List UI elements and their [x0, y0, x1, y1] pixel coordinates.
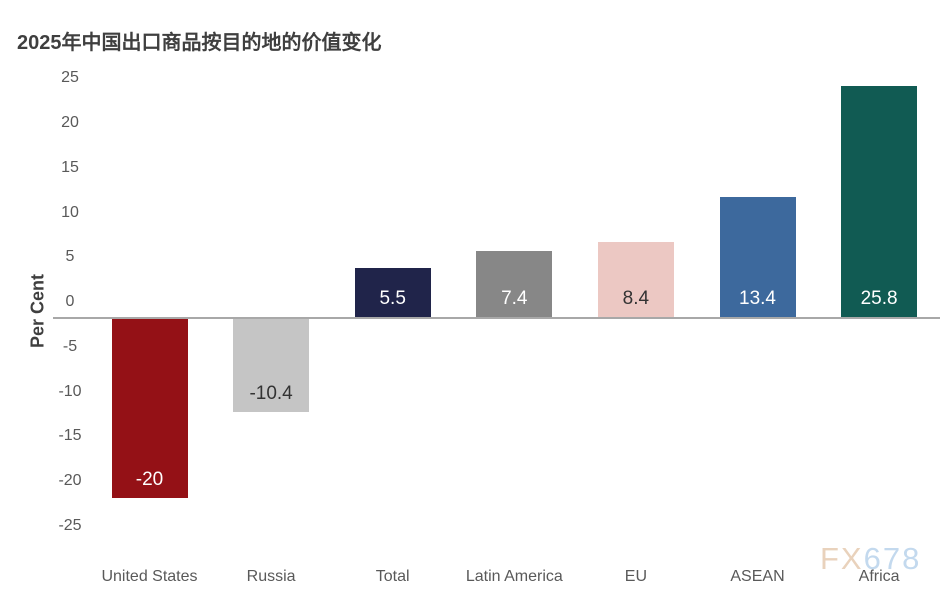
watermark-fx: FX: [820, 541, 864, 576]
bar-russia: -10.4: [233, 319, 310, 413]
watermark-678: 678: [863, 541, 922, 576]
y-tick-label: -25: [58, 516, 82, 534]
y-tick-label: 25: [61, 69, 79, 87]
bar-total: 5.5: [354, 267, 431, 317]
x-category-label: Latin America: [465, 568, 563, 585]
chart-title: 2025年中国出口商品按目的地的价值变化: [17, 32, 382, 54]
bar-value-label: 13.4: [739, 287, 776, 309]
bar-value-label: -10.4: [249, 383, 293, 405]
x-category-label: ASEAN: [730, 568, 785, 585]
x-category-label: United States: [101, 568, 198, 585]
y-tick-label: -20: [58, 472, 82, 489]
y-tick-label: -15: [58, 427, 82, 445]
zero-axis-line: [53, 317, 940, 319]
y-tick-label: -5: [62, 337, 78, 355]
bar-eu: 8.4: [597, 241, 674, 317]
bar-value-label: 25.8: [860, 287, 898, 309]
bar-value-label: 8.4: [622, 287, 650, 309]
bar-value-label: 5.5: [379, 287, 406, 309]
y-tick-label: 20: [61, 114, 79, 131]
bar-asean: 13.4: [719, 197, 796, 317]
bar-africa: 25.8: [841, 86, 918, 317]
x-category-label: Russia: [246, 568, 296, 585]
y-tick-label: 10: [61, 203, 79, 221]
bar-value-label: 7.4: [501, 287, 528, 309]
bar-latin-america: 7.4: [476, 250, 553, 317]
y-tick-label: 5: [65, 248, 75, 266]
x-category-label: Africa: [858, 568, 900, 585]
bar-united-states: -20: [111, 319, 188, 498]
x-category-label: Total: [375, 568, 410, 585]
y-tick-label: -10: [58, 382, 82, 400]
bar-value-label: -20: [135, 469, 164, 490]
x-category-label: EU: [624, 568, 647, 585]
y-tick-label: 15: [61, 158, 79, 176]
y-tick-label: 0: [65, 293, 75, 310]
watermark-logo: FX678: [820, 541, 921, 577]
